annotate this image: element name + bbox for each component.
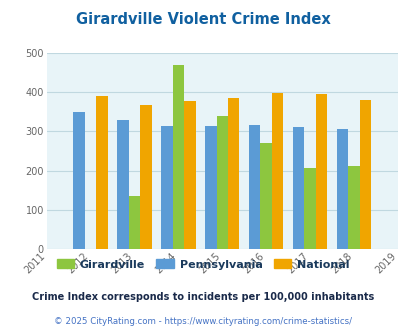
Text: Girardville Violent Crime Index: Girardville Violent Crime Index (75, 12, 330, 26)
Bar (347, 166, 359, 249)
Bar (292, 127, 304, 249)
Bar (271, 93, 283, 249)
Bar (73, 112, 85, 249)
Bar (161, 126, 172, 249)
Bar (304, 168, 315, 249)
Bar (140, 105, 151, 249)
Bar (96, 96, 107, 249)
Legend: Girardville, Pennsylvania, National: Girardville, Pennsylvania, National (52, 255, 353, 274)
Bar (172, 65, 183, 249)
Bar (228, 98, 239, 249)
Bar (248, 125, 260, 249)
Bar (260, 143, 271, 249)
Bar (117, 120, 128, 249)
Bar (315, 94, 326, 249)
Bar (359, 100, 370, 249)
Bar (336, 129, 347, 249)
Bar (183, 101, 195, 249)
Bar (128, 196, 140, 249)
Text: © 2025 CityRating.com - https://www.cityrating.com/crime-statistics/: © 2025 CityRating.com - https://www.city… (54, 317, 351, 326)
Bar (205, 126, 216, 249)
Text: Crime Index corresponds to incidents per 100,000 inhabitants: Crime Index corresponds to incidents per… (32, 292, 373, 302)
Bar (216, 116, 228, 249)
